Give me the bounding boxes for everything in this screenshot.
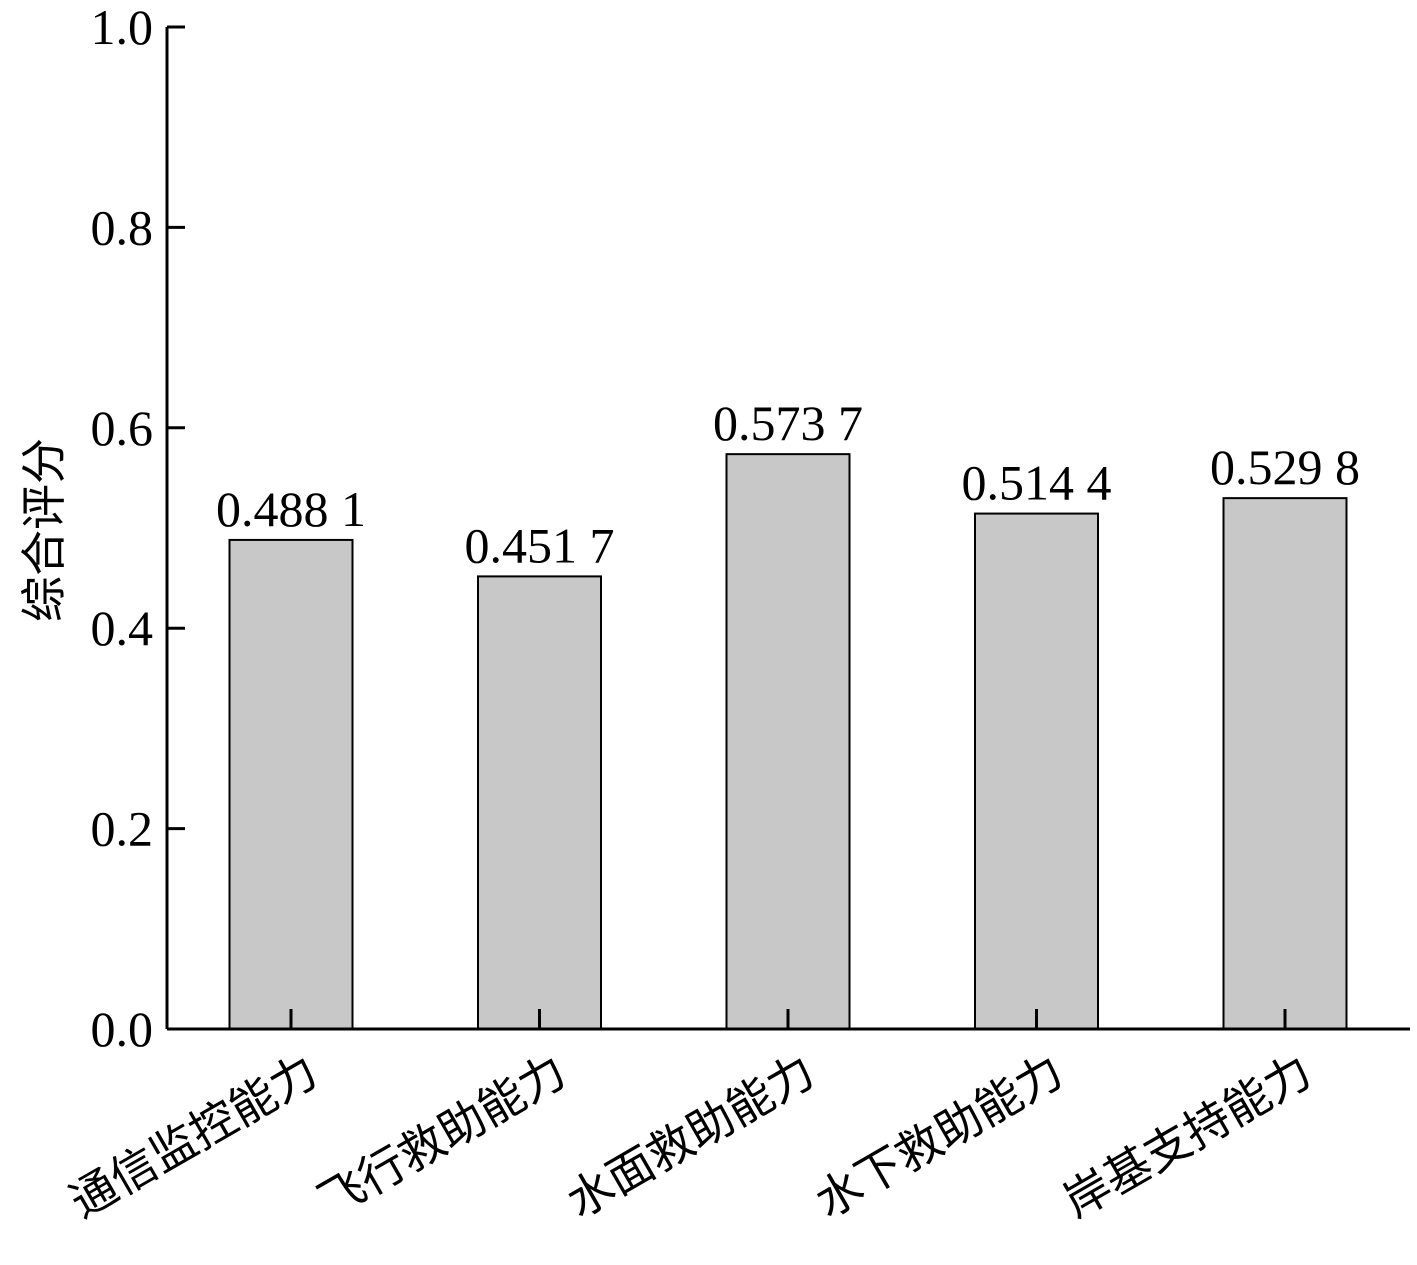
category-label-3: 水面救助能力 <box>557 1044 823 1229</box>
y-tick-label-3: 0.6 <box>91 400 154 456</box>
data-label-4: 0.514 4 <box>962 455 1112 511</box>
y-tick-label-2: 0.4 <box>91 600 154 656</box>
bar-5 <box>1222 497 1348 1031</box>
data-label-3: 0.573 7 <box>713 395 863 451</box>
category-label-1: 通信监控能力 <box>60 1044 326 1229</box>
category-label-5: 岸基支持能力 <box>1054 1044 1320 1229</box>
y-tick-label-4: 0.8 <box>91 199 154 255</box>
y-tick-label-0: 0.0 <box>91 1001 154 1057</box>
y-axis: 0.0 0.2 0.4 0.6 0.8 1.0 <box>91 0 185 1057</box>
bar-4 <box>974 512 1099 1030</box>
bar-1 <box>228 538 354 1031</box>
y-axis-title: 综合评分 <box>17 438 71 622</box>
bar-2 <box>477 575 602 1030</box>
bar-3 <box>725 453 851 1030</box>
category-label-2: 飞行救助能力 <box>309 1044 575 1229</box>
category-label-4: 水下救助能力 <box>806 1044 1072 1229</box>
y-tick-label-1: 0.2 <box>91 801 154 857</box>
y-tick-label-5: 1.0 <box>91 0 154 55</box>
data-label-2: 0.451 7 <box>465 517 615 573</box>
data-label-5: 0.529 8 <box>1210 439 1360 495</box>
data-label-1: 0.488 1 <box>216 481 366 537</box>
bars-group: 0.488 1 0.451 7 0.573 7 0.514 4 0.529 8 <box>216 395 1360 1031</box>
